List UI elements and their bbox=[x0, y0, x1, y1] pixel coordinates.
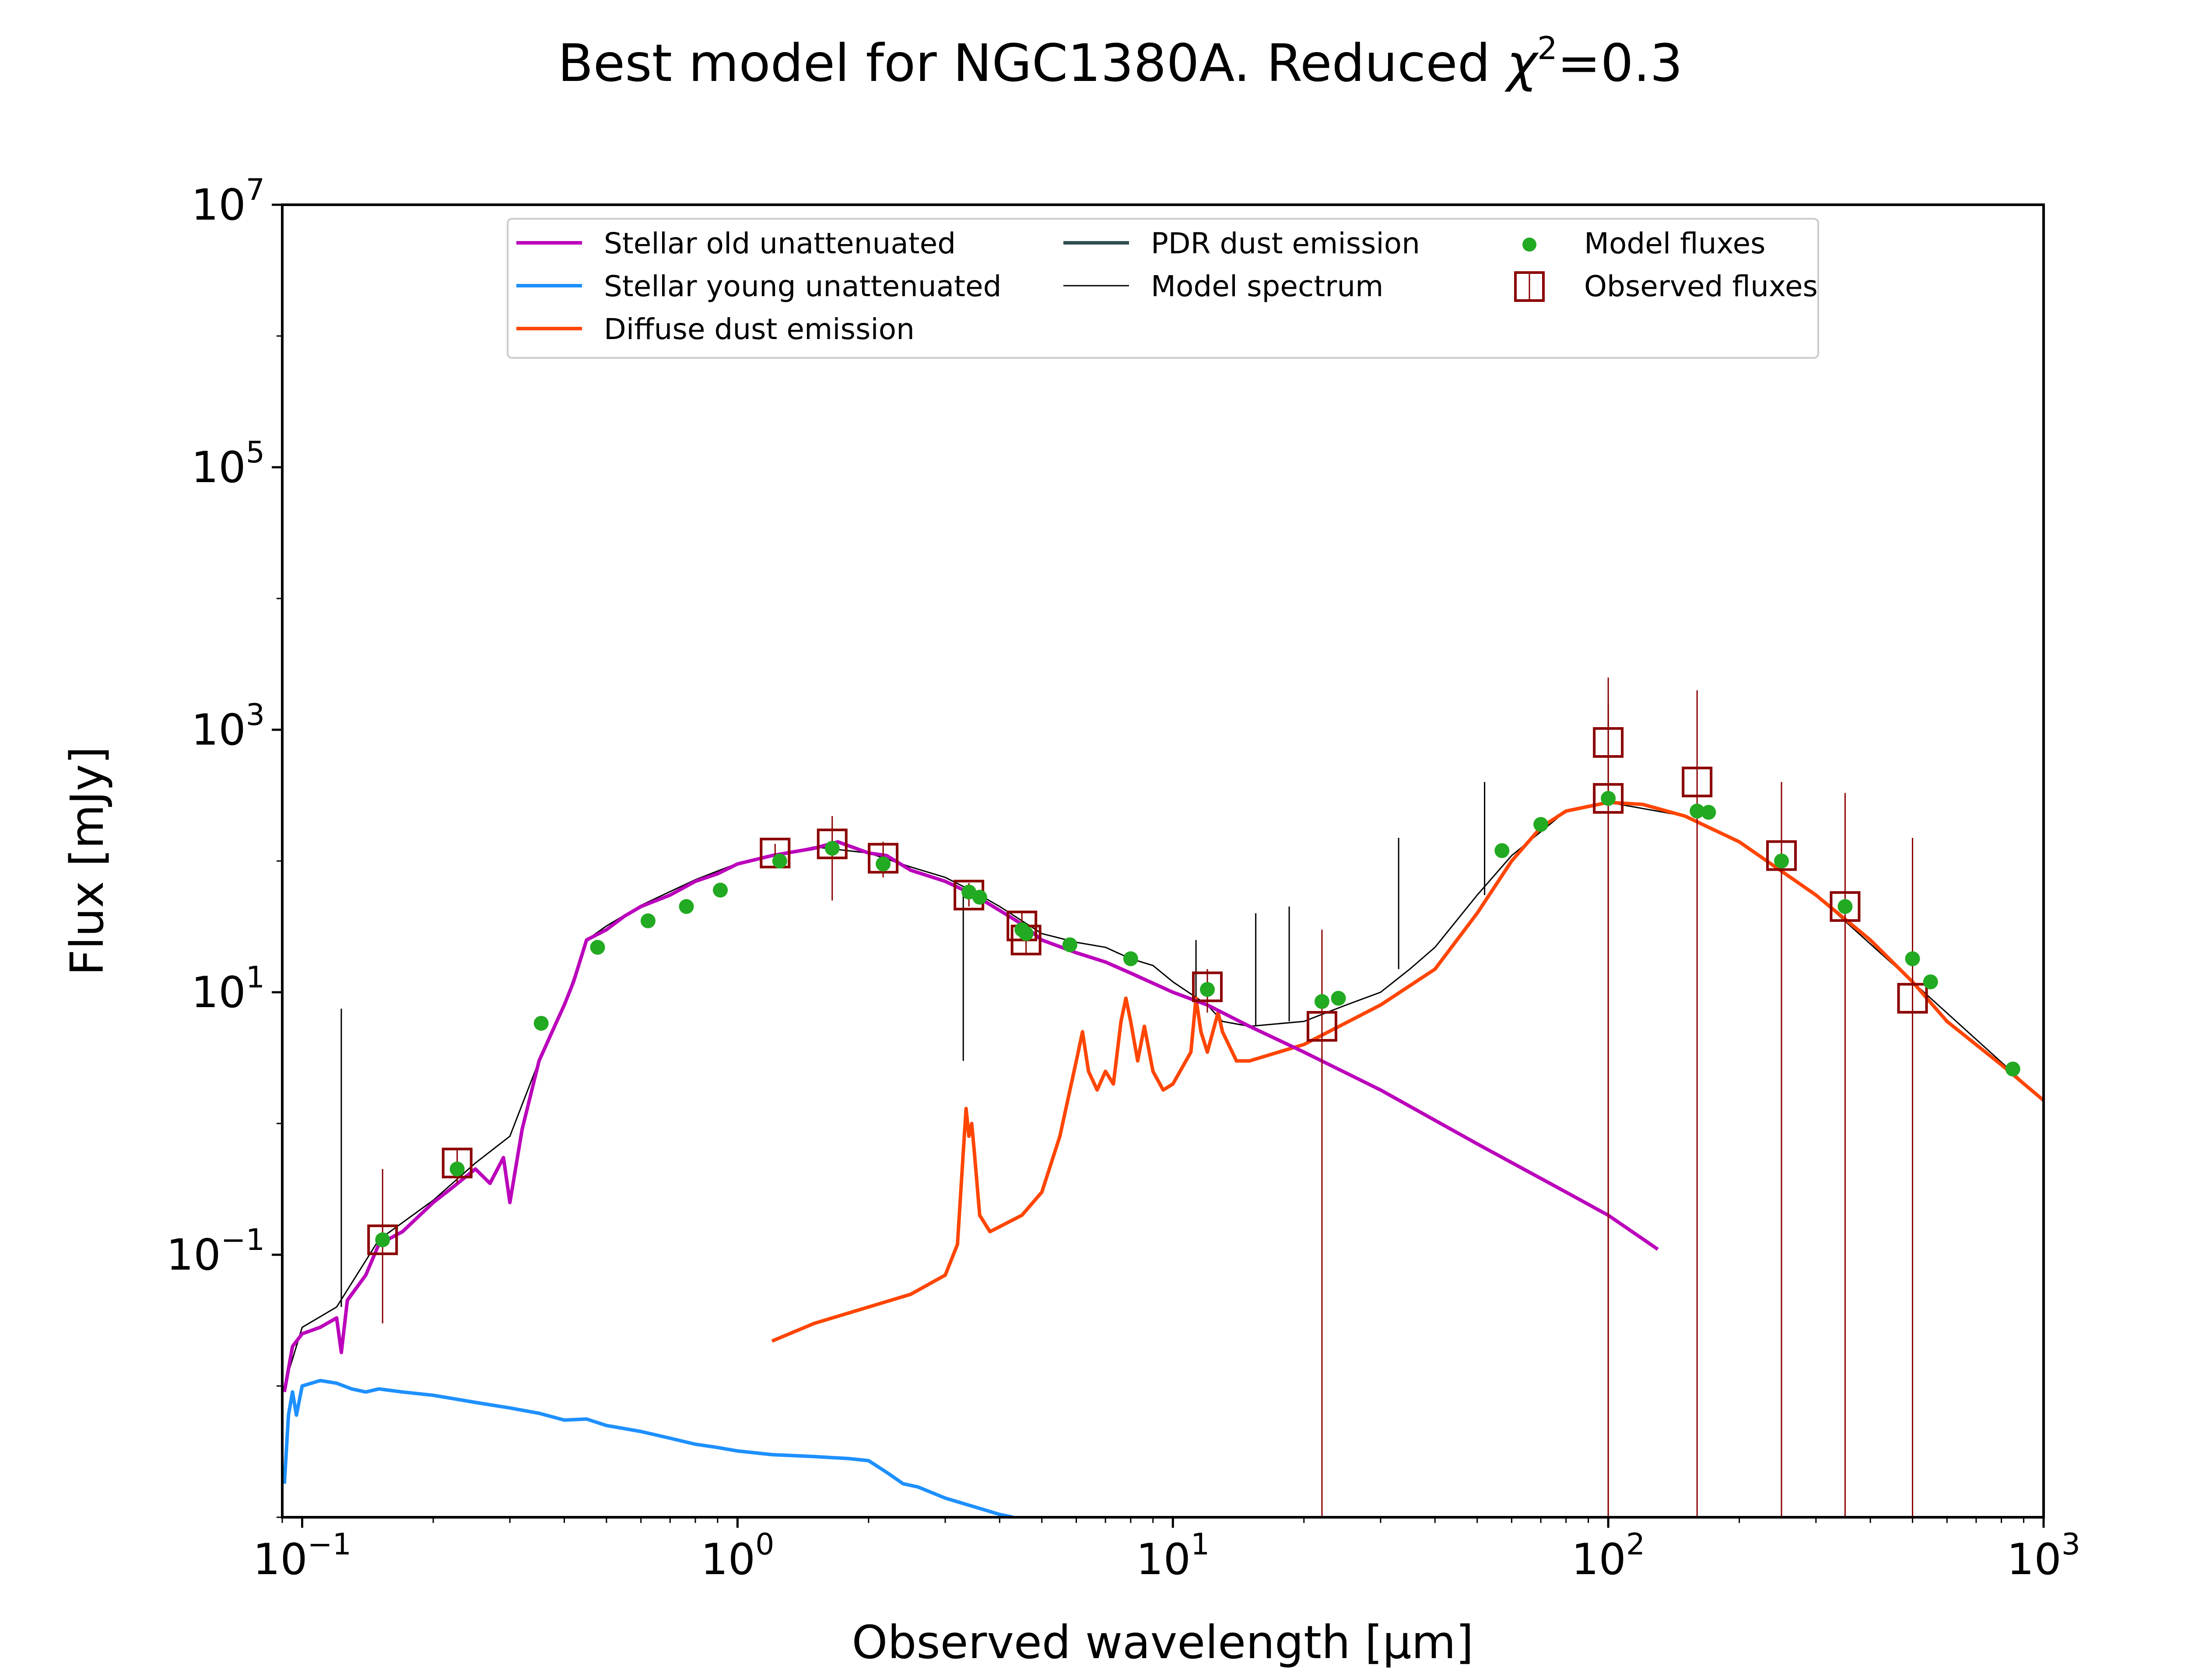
legend-label: Model spectrum bbox=[1151, 270, 1383, 303]
y-tick-label: 105 bbox=[191, 435, 265, 493]
x-tick-label: 100 bbox=[701, 1527, 774, 1585]
model-flux-point bbox=[1923, 974, 1938, 990]
model-flux-point bbox=[533, 1015, 549, 1031]
legend-label: Stellar old unattenuated bbox=[604, 227, 956, 260]
legend: Stellar old unattenuated Stellar young un… bbox=[507, 218, 1819, 359]
observed-flux-point bbox=[868, 843, 899, 874]
model-flux-point bbox=[972, 889, 987, 905]
legend-entry-observed-fluxes: Observed fluxes bbox=[1514, 270, 1818, 303]
chart-title-end: =0.3 bbox=[1557, 33, 1683, 93]
model-flux-point bbox=[1533, 817, 1549, 832]
y-tick-label: 101 bbox=[191, 960, 265, 1018]
model-flux-point bbox=[1690, 803, 1705, 819]
chart-title-chi: χ bbox=[1504, 33, 1539, 93]
model-flux-point bbox=[679, 899, 694, 914]
chart-title: Best model for NGC1380A. Reduced χ2=0.3 bbox=[558, 30, 1683, 93]
model-flux-point bbox=[1123, 951, 1138, 966]
y-tick-label: 10−1 bbox=[166, 1223, 265, 1280]
observed-flux-point bbox=[817, 828, 848, 859]
model-flux-point bbox=[640, 913, 656, 928]
x-tick-label: 101 bbox=[1136, 1527, 1210, 1585]
model-flux-point bbox=[1200, 982, 1215, 997]
observed-fluxes-layer bbox=[367, 727, 1928, 1255]
legend-swatch bbox=[1522, 238, 1536, 252]
model-flux-point bbox=[375, 1232, 390, 1247]
observed-flux-point bbox=[1766, 840, 1797, 871]
legend-label: PDR dust emission bbox=[1151, 227, 1420, 260]
x-tick-label: 103 bbox=[2007, 1527, 2080, 1585]
model-flux-point bbox=[1062, 937, 1077, 952]
model-flux-point bbox=[772, 854, 787, 868]
chart-title-sup: 2 bbox=[1537, 30, 1557, 66]
observed-flux-point bbox=[1830, 891, 1861, 922]
model-flux-point bbox=[1837, 899, 1853, 914]
legend-entry-diffuse-dust-emission: Diffuse dust emission bbox=[516, 312, 915, 346]
observed-flux-point bbox=[1897, 983, 1928, 1014]
y-tick-label: 103 bbox=[191, 698, 265, 755]
model-fluxes-layer bbox=[375, 791, 2020, 1247]
y-axis-label: Flux [mJy] bbox=[60, 746, 114, 976]
model-flux-point bbox=[1601, 791, 1616, 806]
legend-entry-model-spectrum: Model spectrum bbox=[1063, 270, 1383, 303]
observed-flux-point bbox=[367, 1224, 398, 1255]
model-flux-point bbox=[1331, 990, 1346, 1006]
axis-layer: 10−1 100 101 102 103 10−1 101 103 105 107 bbox=[166, 173, 2080, 1585]
legend-label: Diffuse dust emission bbox=[604, 312, 915, 346]
observed-flux-point bbox=[1192, 971, 1223, 1002]
series-line-stellar-young-unattenuated bbox=[282, 1379, 1014, 1517]
model-flux-point bbox=[1018, 926, 1034, 941]
model-flux-point bbox=[1701, 805, 1716, 820]
legend-entry-model-fluxes: Model fluxes bbox=[1522, 227, 1766, 260]
y-tick-label: 107 bbox=[191, 173, 265, 230]
model-flux-point bbox=[1905, 951, 1920, 966]
series-line-diffuse-dust-emission bbox=[771, 800, 2044, 1343]
series-line-model-spectrum bbox=[284, 802, 2044, 1386]
x-axis-label: Observed wavelength [μm] bbox=[852, 1616, 1474, 1669]
model-flux-point bbox=[1314, 994, 1329, 1009]
model-flux-point bbox=[2005, 1061, 2020, 1077]
legend-label: Model fluxes bbox=[1584, 227, 1766, 260]
model-flux-point bbox=[1494, 843, 1510, 858]
legend-label: Stellar young unattenuated bbox=[604, 270, 1002, 303]
chart-title-main: Best model for NGC1380A. Reduced bbox=[558, 33, 1507, 93]
errorbar-layer bbox=[382, 677, 1914, 1517]
model-flux-point bbox=[1774, 854, 1789, 868]
legend-frame bbox=[507, 218, 1819, 359]
x-tick-label: 102 bbox=[1571, 1527, 1645, 1585]
observed-flux-point bbox=[1306, 1011, 1337, 1042]
x-tick-label: 10−1 bbox=[253, 1527, 351, 1585]
model-flux-point bbox=[590, 940, 605, 955]
model-flux-point bbox=[824, 840, 840, 856]
model-flux-point bbox=[449, 1162, 465, 1177]
legend-label: Observed fluxes bbox=[1584, 270, 1818, 303]
model-flux-point bbox=[876, 856, 891, 872]
observed-flux-point bbox=[1593, 783, 1624, 814]
series-line-stellar-old-unattenuated bbox=[282, 840, 1659, 1393]
observed-flux-point bbox=[442, 1148, 473, 1179]
legend-entry-pdr-dust-emission: PDR dust emission bbox=[1063, 227, 1420, 260]
observed-flux-point bbox=[760, 837, 791, 868]
legend-entry-stellar-young-unattenuated: Stellar young unattenuated bbox=[516, 270, 1002, 303]
model-flux-point bbox=[713, 882, 728, 898]
series-layer bbox=[282, 703, 2044, 1517]
legend-entry-stellar-old-unattenuated: Stellar old unattenuated bbox=[516, 227, 956, 260]
observed-flux-point bbox=[1593, 727, 1624, 758]
observed-flux-point bbox=[1682, 766, 1713, 798]
